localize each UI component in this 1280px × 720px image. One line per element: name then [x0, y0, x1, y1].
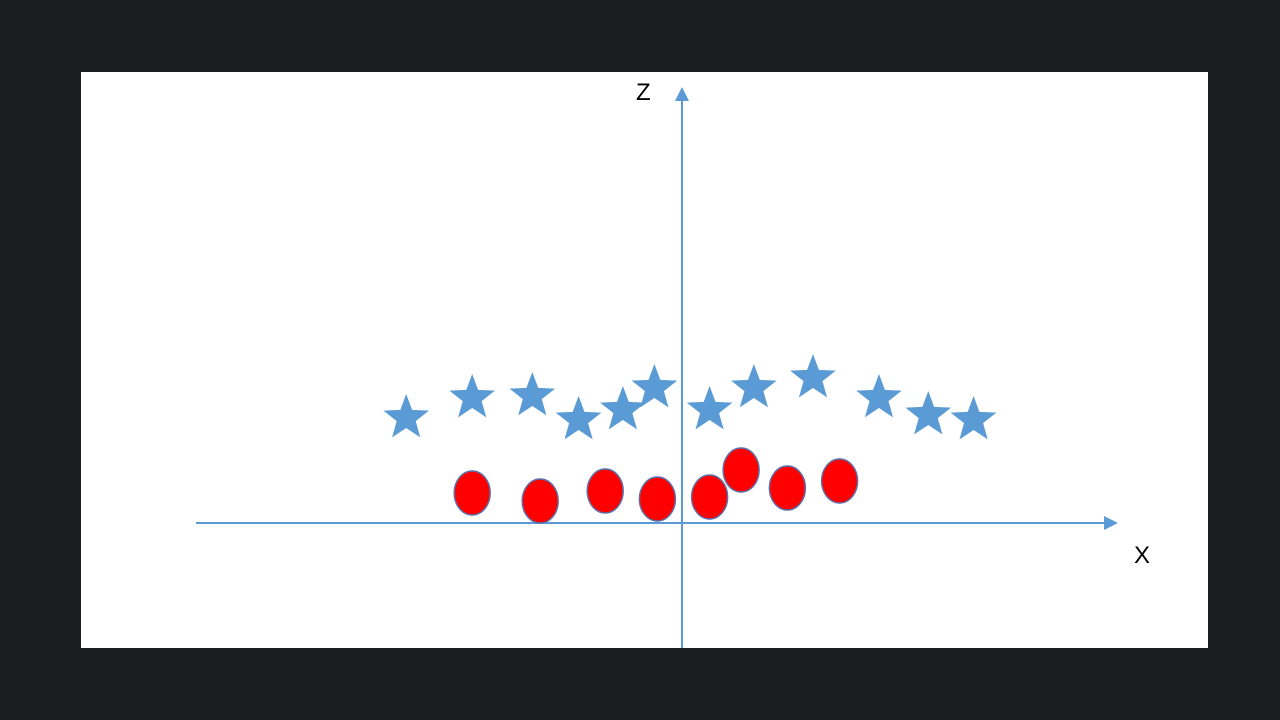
z-axis-label: Z [636, 79, 651, 106]
star-point-12 [950, 396, 997, 440]
circle-point-1 [453, 470, 491, 516]
circle-point-5 [690, 474, 729, 520]
star-point-10 [856, 374, 902, 418]
star-point-1 [383, 394, 429, 438]
star-point-4 [555, 396, 602, 440]
circle-point-3 [586, 468, 624, 514]
star-point-8 [731, 364, 777, 408]
circle-point-4 [638, 476, 677, 522]
x-axis-label: X [1134, 542, 1150, 569]
circle-point-2 [521, 478, 559, 524]
data-marks [383, 354, 997, 524]
star-point-7 [686, 386, 733, 430]
star-point-3 [509, 372, 556, 416]
circle-point-6 [722, 447, 760, 493]
x-axis-arrowhead [1104, 516, 1118, 530]
chart-canvas [81, 72, 1208, 648]
star-point-5 [600, 386, 646, 430]
axes [196, 87, 1118, 648]
star-point-6 [631, 364, 678, 408]
circle-point-8 [820, 458, 859, 504]
star-point-9 [790, 354, 836, 398]
z-axis-arrowhead [675, 87, 689, 101]
star-point-11 [905, 391, 952, 435]
star-point-2 [449, 374, 495, 418]
circle-point-7 [768, 465, 807, 511]
